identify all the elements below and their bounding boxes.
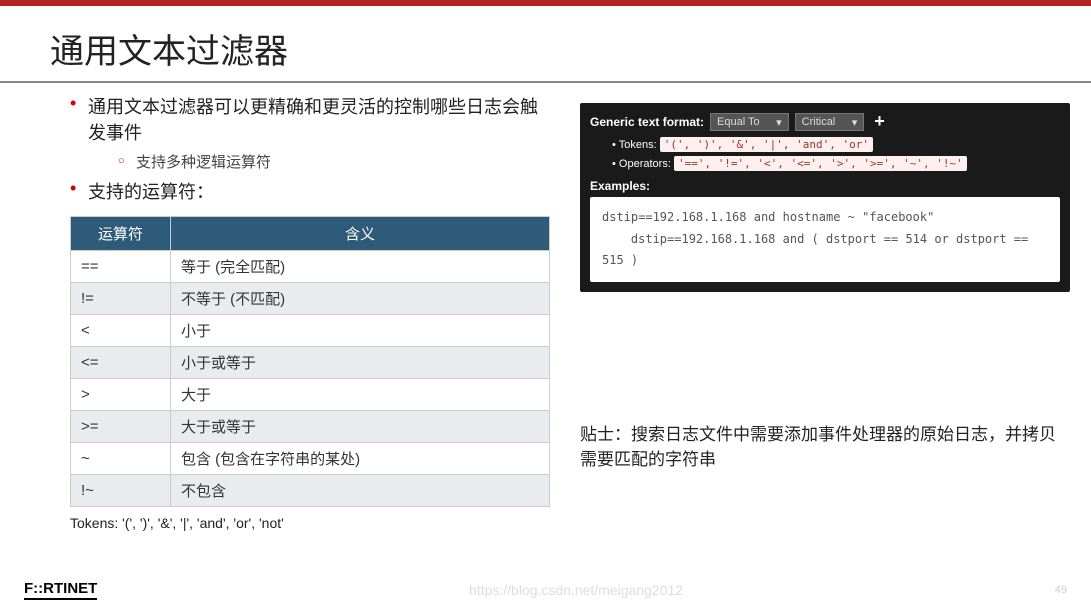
table-row: ~包含 (包含在字符串的某处) (71, 443, 550, 475)
cell-operator: != (71, 283, 171, 315)
cell-operator: <= (71, 347, 171, 379)
cell-meaning: 包含 (包含在字符串的某处) (171, 443, 550, 475)
generic-text-format-panel: Generic text format: Equal To Critical +… (580, 103, 1070, 292)
cell-meaning: 大于或等于 (171, 411, 550, 443)
tokens-values: '(', ')', '&', '|', 'and', 'or' (660, 137, 873, 152)
operators-values: '==', '!=', '<', '<=', '>', '>=', '~', '… (674, 156, 967, 171)
bullet-supported-ops: 支持的运算符： (70, 178, 550, 204)
cell-operator: ~ (71, 443, 171, 475)
bullet-intro: 通用文本过滤器可以更精确和更灵活的控制哪些日志会触发事件 支持多种逻辑运算符 (70, 93, 550, 172)
table-row: !~不包含 (71, 475, 550, 507)
th-meaning: 含义 (171, 217, 550, 251)
sub-bullet-logic: 支持多种逻辑运算符 (118, 151, 550, 172)
cell-meaning: 不等于 (不匹配) (171, 283, 550, 315)
cell-meaning: 不包含 (171, 475, 550, 507)
page-number: 49 (1055, 584, 1067, 596)
cell-operator: !~ (71, 475, 171, 507)
dropdown-equal-to[interactable]: Equal To (710, 113, 789, 131)
tip-text: 贴士：搜索日志文件中需要添加事件处理器的原始日志，并拷贝需要匹配的字符串 (580, 422, 1070, 473)
page-title: 通用文本过滤器 (50, 24, 1041, 73)
tokens-note: Tokens: '(', ')', '&', '|', 'and', 'or',… (70, 515, 550, 531)
dropdown-critical[interactable]: Critical (795, 113, 865, 131)
title-divider (0, 81, 1091, 83)
cell-operator: == (71, 251, 171, 283)
bullet-intro-text: 通用文本过滤器可以更精确和更灵活的控制哪些日志会触发事件 (88, 97, 538, 143)
cell-meaning: 等于 (完全匹配) (171, 251, 550, 283)
table-row: <小于 (71, 315, 550, 347)
cell-operator: > (71, 379, 171, 411)
table-row: !=不等于 (不匹配) (71, 283, 550, 315)
table-row: ==等于 (完全匹配) (71, 251, 550, 283)
cell-operator: >= (71, 411, 171, 443)
cell-meaning: 小于 (171, 315, 550, 347)
th-operator: 运算符 (71, 217, 171, 251)
example-line-2: dstip==192.168.1.168 and ( dstport == 51… (602, 232, 1028, 268)
cell-operator: < (71, 315, 171, 347)
operators-label: Operators: (619, 158, 671, 170)
tokens-label: Tokens: (619, 139, 657, 151)
watermark-url: https://blog.csdn.net/meigang2012 (469, 582, 683, 598)
cell-meaning: 小于或等于 (171, 347, 550, 379)
examples-box: dstip==192.168.1.168 and hostname ~ "fac… (590, 197, 1060, 282)
examples-label: Examples: (590, 179, 1060, 193)
example-line-1: dstip==192.168.1.168 and hostname ~ "fac… (602, 210, 934, 224)
table-row: >=大于或等于 (71, 411, 550, 443)
cell-meaning: 大于 (171, 379, 550, 411)
table-row: <=小于或等于 (71, 347, 550, 379)
fortinet-logo: F::RTINET (24, 580, 97, 600)
table-row: >大于 (71, 379, 550, 411)
add-icon[interactable]: + (874, 111, 885, 132)
gt-format-label: Generic text format: (590, 115, 704, 129)
operators-table: 运算符 含义 ==等于 (完全匹配)!=不等于 (不匹配)<小于<=小于或等于>… (70, 216, 550, 507)
